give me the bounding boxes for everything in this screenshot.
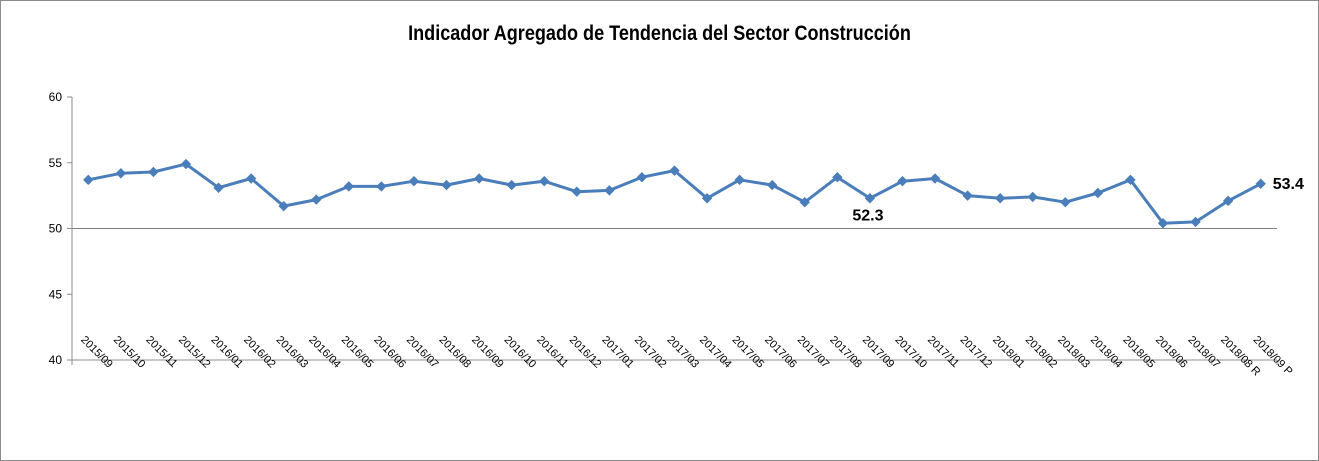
x-tick-label: 2017/09 [860, 334, 897, 371]
data-point [734, 174, 745, 186]
x-tick-label: 2017/12 [958, 334, 995, 371]
data-point [669, 165, 680, 176]
data-point [376, 181, 387, 192]
data-label: 52.3 [852, 207, 883, 224]
y-tick-label: 55 [49, 156, 63, 170]
data-point [115, 168, 127, 179]
data-point [864, 193, 876, 204]
x-tick-label: 2016/01 [209, 334, 246, 371]
x-tick-label: 2018/03 [1055, 334, 1092, 371]
x-tick-label: 2017/03 [664, 334, 701, 371]
data-point [1255, 178, 1266, 189]
x-tick-label: 2017/02 [632, 334, 669, 371]
x-tick-label: 2017/07 [795, 334, 832, 371]
data-point [245, 173, 257, 184]
x-tick-label: 2016/06 [371, 334, 408, 371]
data-point [962, 190, 973, 201]
data-point [408, 175, 420, 187]
data-point [636, 172, 648, 183]
x-tick-label: 2017/08 [827, 334, 864, 371]
data-point [994, 193, 1006, 204]
data-point [766, 179, 778, 191]
x-tick-label: 2017/05 [730, 334, 767, 371]
data-point [1092, 187, 1104, 199]
data-point [278, 200, 289, 212]
data-point [799, 196, 810, 208]
x-tick-label: 2016/09 [469, 334, 506, 371]
x-tick-label: 2016/05 [339, 334, 376, 371]
data-point [1125, 174, 1136, 186]
x-tick-label: 2018/01 [990, 334, 1027, 371]
y-tick-label: 50 [49, 222, 63, 236]
x-tick-label: 2015/10 [111, 334, 148, 371]
x-tick-label: 2015/09 [78, 334, 115, 371]
x-tick-label: 2015/12 [176, 334, 213, 371]
x-tick-label: 2016/11 [534, 334, 570, 370]
data-point [180, 158, 192, 170]
data-point [604, 185, 615, 196]
y-tick-label: 45 [49, 287, 63, 301]
x-tick-label: 2016/07 [404, 334, 441, 371]
x-tick-label: 2017/06 [762, 334, 799, 371]
y-tick-label: 60 [49, 90, 63, 104]
data-point [473, 173, 485, 184]
data-point [83, 174, 94, 186]
data-point [441, 179, 452, 191]
data-point [1190, 216, 1201, 228]
x-tick-label: 2018/07 [1186, 334, 1223, 371]
x-tick-label: 2016/02 [241, 334, 278, 371]
x-tick-label: 2016/12 [567, 334, 604, 371]
x-tick-label: 2017/01 [599, 334, 636, 371]
data-point [897, 175, 908, 187]
chart-title: Indicador Agregado de Tendencia del Sect… [408, 22, 911, 45]
data-point [1060, 196, 1071, 208]
data-point [213, 182, 224, 193]
data-point [1027, 191, 1038, 203]
data-point [1157, 218, 1169, 229]
x-tick-label: 2018/06 [1153, 334, 1190, 371]
data-point [148, 166, 159, 178]
data-point [539, 175, 550, 187]
x-tick-label: 2016/10 [502, 334, 539, 371]
data-point [832, 172, 843, 183]
x-tick-label: 2015/11 [143, 334, 179, 370]
data-label: 53.4 [1273, 176, 1304, 193]
x-tick-label: 2017/11 [925, 334, 961, 370]
x-tick-label: 2018/05 [1120, 334, 1157, 371]
y-tick-label: 40 [49, 353, 63, 367]
data-point [1222, 195, 1234, 207]
data-point [343, 181, 355, 192]
data-point [571, 186, 583, 197]
x-tick-label: 2016/08 [437, 334, 474, 371]
x-tick-label: 2017/04 [697, 334, 734, 371]
data-point [506, 179, 517, 191]
x-tick-label: 2016/03 [274, 334, 311, 371]
x-tick-label: 2018/04 [1088, 334, 1125, 371]
data-point [701, 193, 713, 204]
data-point [929, 173, 941, 184]
x-tick-label: 2017/10 [892, 334, 929, 371]
data-point [311, 194, 322, 205]
x-tick-label: 2016/04 [306, 334, 343, 371]
x-tick-label: 2018/02 [1023, 334, 1060, 371]
